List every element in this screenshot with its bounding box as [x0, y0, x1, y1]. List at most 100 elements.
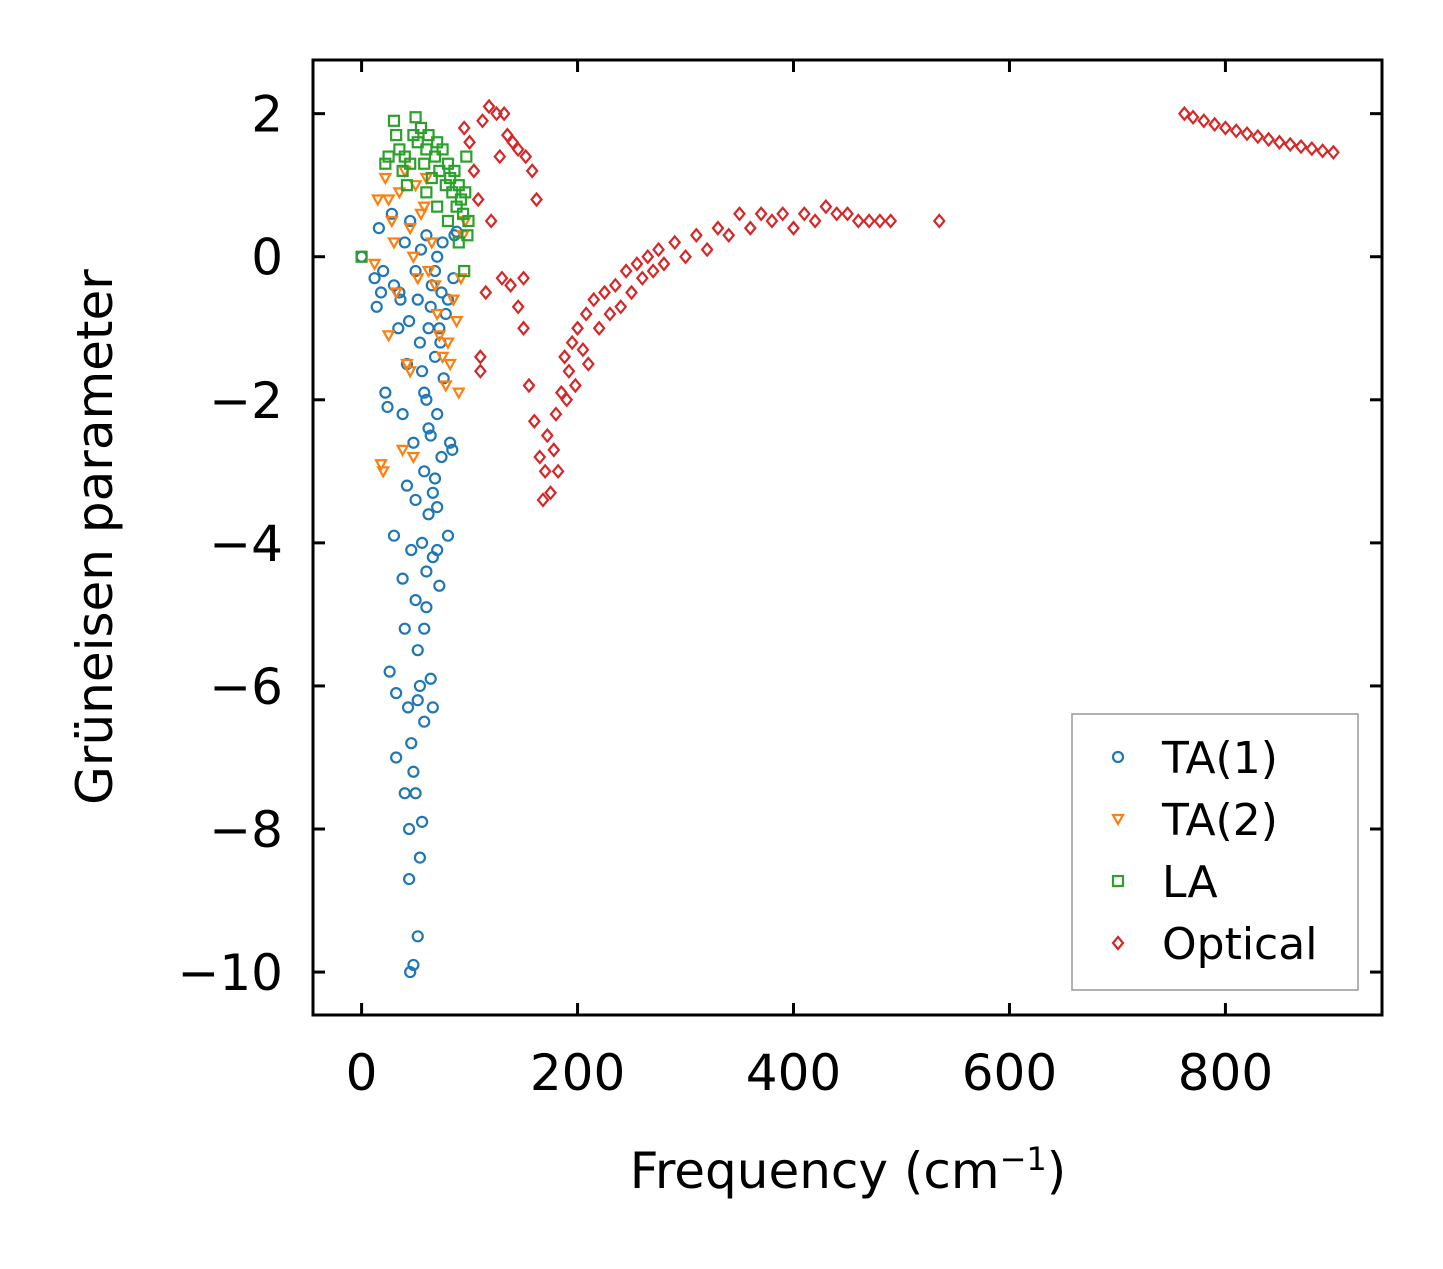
data-point: [403, 366, 418, 379]
data-point: [368, 272, 381, 285]
data-point: [409, 593, 422, 607]
data-point: [452, 236, 465, 249]
data-point: [387, 114, 401, 127]
legend-marker: [1111, 750, 1125, 764]
legend-marker: [1111, 813, 1125, 827]
data-point: [1262, 131, 1276, 148]
data-point: [1305, 140, 1319, 157]
data-point: [495, 270, 509, 286]
data-point: [533, 449, 547, 465]
data-point: [452, 179, 465, 192]
data-point: [493, 148, 507, 165]
data-point: [830, 206, 844, 222]
data-point: [420, 143, 433, 156]
data-point: [1326, 144, 1340, 160]
data-point: [689, 227, 703, 243]
data-point: [571, 320, 584, 336]
data-point: [1294, 138, 1308, 155]
data-point: [414, 121, 428, 135]
data-point: [458, 264, 471, 278]
data-point: [511, 141, 525, 158]
legend-label: LA: [1162, 857, 1218, 908]
y-tick-label: 0: [251, 229, 283, 287]
data-point: [387, 529, 401, 542]
data-point: [547, 442, 561, 458]
data-point: [592, 320, 606, 336]
data-point: [431, 500, 444, 514]
data-point: [424, 429, 437, 442]
data-point: [504, 277, 518, 294]
data-point: [420, 601, 433, 614]
data-point: [462, 214, 475, 228]
data-point: [525, 163, 539, 179]
data-point: [544, 485, 557, 501]
data-point: [700, 241, 714, 258]
data-point: [679, 249, 692, 265]
data-point: [851, 213, 865, 229]
data-point: [410, 273, 425, 286]
data-point: [884, 213, 898, 229]
data-point: [376, 466, 391, 479]
data-point: [459, 186, 472, 199]
series-ta-1-: [355, 207, 463, 979]
data-point: [451, 387, 466, 400]
data-point: [1316, 143, 1330, 159]
y-tick-label: −8: [209, 801, 283, 859]
data-point: [390, 751, 403, 764]
data-point: [722, 227, 736, 243]
data-point: [581, 356, 595, 372]
data-point: [1208, 116, 1222, 133]
legend-label: TA(2): [1161, 795, 1278, 846]
data-point: [404, 157, 417, 170]
y-tick-label: −10: [177, 944, 283, 1002]
data-point: [461, 229, 474, 242]
series-optical: [457, 98, 1340, 508]
x-tick-label: 600: [962, 1044, 1057, 1102]
data-point: [415, 536, 429, 549]
data-point: [374, 286, 388, 299]
data-point: [522, 377, 536, 394]
data-point: [387, 237, 401, 250]
data-point: [390, 686, 403, 700]
data-point: [497, 105, 511, 122]
data-point: [579, 306, 593, 322]
data-point: [381, 194, 396, 207]
data-point: [519, 148, 533, 165]
data-point: [765, 213, 779, 229]
data-point: [776, 206, 790, 222]
y-tick-label: −6: [209, 658, 283, 716]
x-tick-label: 800: [1178, 1044, 1273, 1102]
data-point: [787, 220, 800, 236]
data-point: [379, 157, 392, 170]
data-point: [428, 150, 442, 163]
data-point: [527, 413, 541, 429]
data-point: [390, 129, 403, 142]
data-point: [819, 198, 833, 215]
data-point: [444, 436, 457, 449]
data-point: [418, 386, 431, 399]
data-point: [625, 284, 638, 301]
data-point: [389, 287, 404, 300]
data-point: [374, 459, 388, 472]
legend-marker: [1111, 935, 1125, 951]
data-point: [1177, 105, 1191, 122]
legend: TA(1) TA(2) LA Optical: [1071, 713, 1359, 991]
data-point: [743, 220, 757, 236]
data-point: [608, 277, 622, 294]
data-point: [536, 492, 550, 508]
y-axis-label: Grüneisen parameter: [66, 269, 124, 805]
data-point: [1240, 125, 1254, 142]
data-point: [438, 380, 453, 393]
data-point: [558, 349, 572, 365]
data-point: [422, 129, 435, 142]
data-point: [424, 672, 437, 685]
data-point: [657, 256, 671, 272]
data-point: [381, 400, 394, 414]
data-point: [431, 200, 444, 213]
data-point: [530, 191, 543, 208]
data-point: [413, 851, 426, 864]
data-point: [405, 737, 418, 750]
y-tick-label: −2: [209, 372, 283, 430]
data-point: [383, 665, 396, 678]
scatter-marks: [355, 98, 1340, 979]
